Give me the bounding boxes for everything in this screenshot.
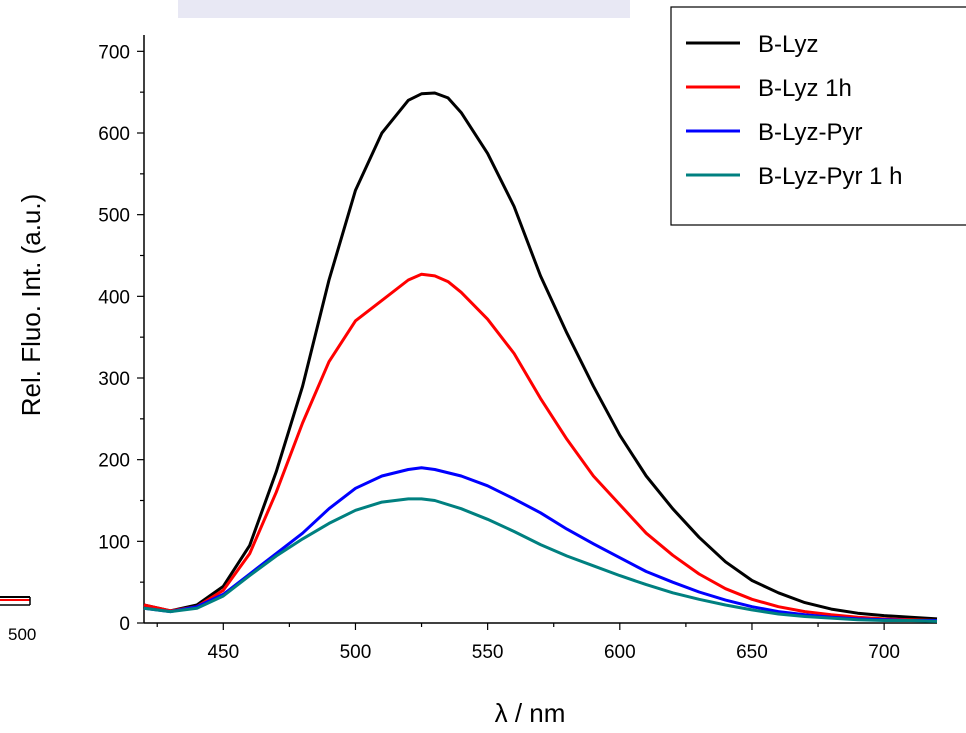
y-axis-label: Rel. Fluo. Int. (a.u.): [16, 194, 46, 417]
legend: B-Lyz B-Lyz 1h B-Lyz-Pyr B-Lyz-Pyr 1 h: [670, 6, 966, 226]
legend-label: B-Lyz 1h: [758, 75, 852, 102]
y-tick-label: 400: [98, 287, 130, 308]
y-tick-label: 700: [98, 42, 130, 63]
left-panel-remnant: 500: [0, 596, 36, 644]
legend-box: [670, 6, 966, 226]
series-layer: [143, 91, 938, 623]
x-tick-label: 450: [207, 642, 239, 663]
x-tick-label: 500: [340, 642, 372, 663]
x-tick-label: 700: [868, 642, 900, 663]
legend-label: B-Lyz-Pyr 1 h: [758, 163, 902, 190]
y-tick-label: 500: [98, 206, 130, 227]
series-line: [143, 272, 938, 622]
x-tick-label: 650: [736, 642, 768, 663]
axes-layer: 450 500 550 600 650 700 0 100 200 300 400 500 600 700: [98, 35, 937, 663]
x-axis-label: λ / nm: [495, 698, 566, 728]
x-tick-label: 600: [604, 642, 636, 663]
remnant-tick-label: 500: [8, 625, 36, 644]
top-highlight-band: [178, 0, 630, 18]
y-tick-label: 200: [98, 451, 130, 472]
y-tick-label: 300: [98, 369, 130, 390]
series-line: [143, 497, 938, 623]
series-line: [143, 466, 937, 622]
x-tick-label: 550: [472, 642, 504, 663]
y-tick-label: 600: [98, 124, 130, 145]
y-tick-label: 100: [98, 532, 130, 553]
legend-label: B-Lyz-Pyr: [758, 119, 862, 146]
y-tick-label: 0: [119, 614, 130, 635]
legend-label: B-Lyz: [758, 31, 818, 58]
series-line: [143, 91, 938, 621]
